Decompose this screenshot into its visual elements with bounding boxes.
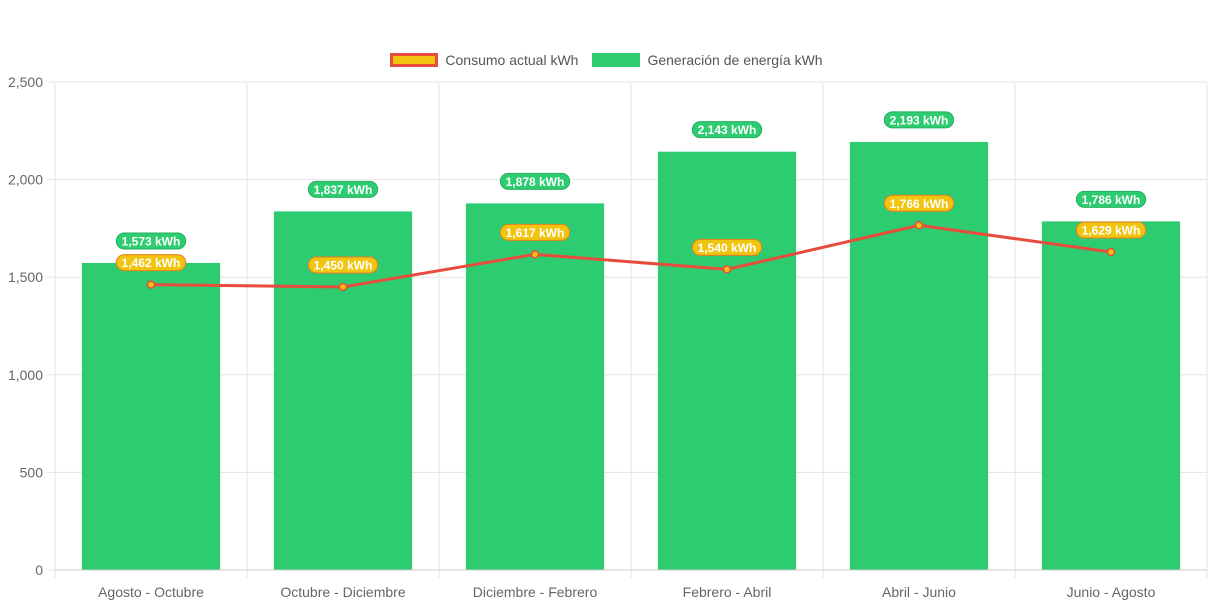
bar-data-label: 2,193 kWh xyxy=(890,113,949,127)
bar xyxy=(1041,221,1181,570)
x-tick-label: Junio - Agosto xyxy=(1067,584,1156,600)
bar-data-label: 1,837 kWh xyxy=(314,183,373,197)
bar-data-label-bg xyxy=(691,121,763,139)
legend-item-consumo[interactable]: Consumo actual kWh xyxy=(390,52,578,68)
bar xyxy=(849,141,989,571)
line-data-label-bg xyxy=(307,256,379,274)
line-point xyxy=(338,282,348,292)
legend: Consumo actual kWh Generación de energía… xyxy=(0,52,1213,68)
bar-data-label-bg xyxy=(499,172,571,190)
y-tick-label: 500 xyxy=(20,464,44,480)
bar-data-label: 1,573 kWh xyxy=(122,234,181,248)
legend-label-generacion: Generación de energía kWh xyxy=(647,52,823,68)
x-tick-label: Abril - Junio xyxy=(882,584,956,600)
legend-label-consumo: Consumo actual kWh xyxy=(445,52,579,68)
y-tick-label: 2,500 xyxy=(8,74,43,90)
bar-data-label-bg xyxy=(1075,190,1147,208)
x-tick-label: Febrero - Abril xyxy=(683,584,772,600)
bar-data-label-bg xyxy=(115,232,187,250)
bar xyxy=(465,203,605,570)
line-point xyxy=(1106,247,1116,257)
line-point xyxy=(530,250,540,259)
y-tick-label: 1,000 xyxy=(8,367,43,383)
bar xyxy=(81,262,221,570)
bar-data-label-bg xyxy=(883,111,955,129)
x-tick-label: Diciembre - Febrero xyxy=(473,584,598,600)
legend-swatch-generacion xyxy=(592,53,641,67)
line-data-label-bg xyxy=(883,194,955,212)
bar-data-label: 2,143 kWh xyxy=(698,123,757,137)
line-data-label: 1,617 kWh xyxy=(506,226,565,240)
y-tick-label: 0 xyxy=(35,562,43,578)
x-tick-label: Agosto - Octubre xyxy=(98,584,204,600)
line-point xyxy=(722,265,732,274)
line-data-label-bg xyxy=(115,254,187,272)
legend-swatch-consumo xyxy=(390,53,439,67)
line-point xyxy=(146,280,156,289)
y-tick-label: 1,500 xyxy=(8,269,43,285)
bar-data-label: 1,878 kWh xyxy=(506,175,565,189)
bar-data-label-bg xyxy=(307,180,379,198)
series-line xyxy=(150,223,1112,289)
line-data-label: 1,462 kWh xyxy=(122,256,181,270)
x-tick-label: Octubre - Diciembre xyxy=(280,584,405,600)
line-data-label: 1,629 kWh xyxy=(1082,224,1141,238)
line-point xyxy=(914,221,924,230)
bar-data-label: 1,786 kWh xyxy=(1082,193,1141,207)
legend-item-generacion[interactable]: Generación de energía kWh xyxy=(592,52,823,68)
line-data-label: 1,450 kWh xyxy=(314,258,373,272)
line-data-label-bg xyxy=(691,238,763,256)
y-tick-label: 2,000 xyxy=(8,172,43,188)
line-data-label: 1,540 kWh xyxy=(698,241,757,255)
bar xyxy=(657,151,797,570)
line-data-label-bg xyxy=(499,223,571,241)
line-data-label: 1,766 kWh xyxy=(890,197,949,211)
line-data-label-bg xyxy=(1075,221,1147,239)
